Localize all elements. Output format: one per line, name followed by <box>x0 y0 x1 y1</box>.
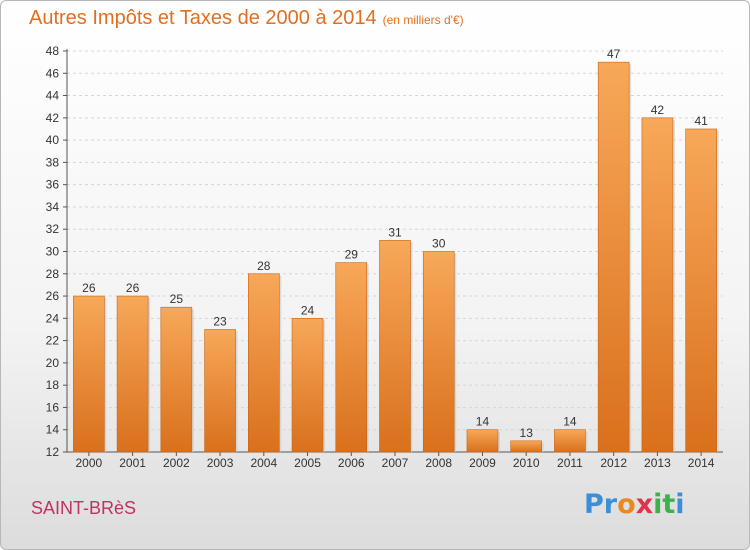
bar-value-label: 23 <box>213 314 227 328</box>
labels: 12 14 16 18 20 22 24 26 28 30 32 34 36 38 40 42 44 46 48 26… <box>46 44 715 470</box>
bar-value-label: 24 <box>301 303 315 317</box>
y-tick-label: 20 <box>46 356 60 370</box>
y-tick-label: 24 <box>46 311 60 325</box>
y-tick-label: 18 <box>46 378 60 392</box>
bars <box>73 61 719 453</box>
x-tick-label: 2001 <box>119 456 146 470</box>
bar <box>116 295 149 453</box>
bar-value-label: 29 <box>345 248 359 262</box>
bar-value-label: 14 <box>563 415 577 429</box>
logo-letter: r <box>603 489 618 520</box>
x-tick-label: 2009 <box>469 456 496 470</box>
bar-value-label: 30 <box>432 237 446 251</box>
bar-value-label: 25 <box>170 292 184 306</box>
chart-title: Autres Impôts et Taxes de 2000 à 2014 (en… <box>29 7 464 30</box>
y-tick-label: 30 <box>46 245 60 259</box>
x-tick-label: 2013 <box>644 456 671 470</box>
y-tick-label: 28 <box>46 267 60 281</box>
bar-value-label: 47 <box>607 47 621 61</box>
bar-value-label: 42 <box>651 103 665 117</box>
y-tick-label: 14 <box>46 423 60 437</box>
x-tick-label: 2014 <box>688 456 715 470</box>
bar-value-label: 26 <box>126 281 140 295</box>
proxiti-logo: Proxiti <box>584 489 685 520</box>
x-tick-label: 2003 <box>207 456 234 470</box>
bar <box>160 306 193 453</box>
bar <box>466 429 499 453</box>
logo-letter: t <box>662 489 676 520</box>
x-tick-label: 2004 <box>250 456 277 470</box>
logo-letter: o <box>617 489 636 520</box>
bar-value-label: 13 <box>520 426 534 440</box>
x-tick-label: 2005 <box>294 456 321 470</box>
x-tick-label: 2002 <box>163 456 190 470</box>
bar-value-label: 26 <box>82 281 96 295</box>
bar <box>204 329 236 453</box>
logo-letter: i <box>675 489 685 520</box>
bar <box>335 262 368 453</box>
bar <box>597 61 630 453</box>
y-tick-label: 46 <box>46 66 60 80</box>
y-tick-label: 26 <box>46 289 60 303</box>
x-tick-label: 2012 <box>600 456 627 470</box>
y-tick-label: 34 <box>46 200 60 214</box>
x-tick-label: 2011 <box>557 456 583 470</box>
bar <box>510 440 543 453</box>
logo-letter: P <box>584 489 604 520</box>
bar-value-label: 28 <box>257 259 271 273</box>
y-tick-label: 42 <box>46 111 60 125</box>
x-tick-label: 2007 <box>382 456 409 470</box>
y-tick-label: 40 <box>46 133 60 147</box>
y-tick-label: 32 <box>46 222 60 236</box>
y-tick-label: 38 <box>46 155 60 169</box>
logo-letter: x <box>635 489 654 520</box>
chart-title-text: Autres Impôts et Taxes de 2000 à 2014 <box>29 7 377 29</box>
x-tick-label: 2006 <box>338 456 365 470</box>
bar-value-label: 31 <box>388 225 402 239</box>
bar <box>379 240 411 453</box>
y-tick-label: 12 <box>46 445 60 459</box>
y-tick-label: 36 <box>46 178 60 192</box>
chart-unit: (en milliers d'€) <box>382 13 464 27</box>
bar <box>685 128 717 453</box>
bar <box>73 295 105 453</box>
bar <box>554 429 586 453</box>
commune-name: SAINT-BRèS <box>31 498 137 518</box>
y-tick-label: 16 <box>46 400 60 414</box>
y-tick-label: 48 <box>46 44 60 58</box>
x-tick-label: 2008 <box>425 456 452 470</box>
bar <box>641 117 674 453</box>
bar-value-label: 41 <box>694 114 708 128</box>
y-tick-label: 22 <box>46 334 60 348</box>
x-tick-label: 2000 <box>76 456 103 470</box>
y-tick-label: 44 <box>46 89 60 103</box>
x-tick-label: 2010 <box>513 456 540 470</box>
bar <box>422 251 455 453</box>
bar <box>248 273 280 453</box>
bar <box>291 318 324 453</box>
logo-letter: i <box>653 489 663 520</box>
bar-value-label: 14 <box>476 415 490 429</box>
